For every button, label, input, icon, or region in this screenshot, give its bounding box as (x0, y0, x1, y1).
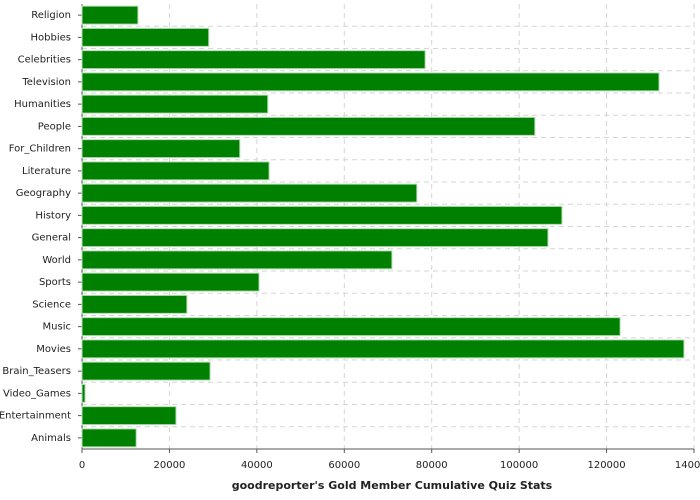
bar (81, 27, 210, 47)
bar (81, 406, 177, 426)
y-tick-label: Movies (36, 344, 71, 355)
x-tick-label: 20000 (154, 460, 186, 471)
bar (81, 272, 260, 292)
y-tick-label: For_Children (9, 144, 71, 155)
x-tick-label: 0 (79, 460, 85, 471)
bar (81, 339, 685, 359)
bar (81, 94, 269, 114)
bar (81, 383, 86, 403)
x-tick-label: 60000 (328, 460, 360, 471)
x-tick-label: 40000 (241, 460, 273, 471)
bar (81, 250, 393, 270)
y-tick-label: Sports (39, 277, 71, 288)
x-axis-title: goodreporter's Gold Member Cumulative Qu… (232, 479, 553, 492)
bar (81, 116, 536, 136)
y-tick-label: Science (32, 299, 71, 310)
y-tick-label: Celebrities (18, 55, 71, 66)
x-tick-label: 100000 (500, 460, 538, 471)
bar (81, 50, 426, 70)
bar (81, 161, 270, 181)
bar (81, 139, 241, 159)
y-tick-label: Brain_Teasers (2, 366, 71, 377)
x-tick-label: 120000 (587, 460, 625, 471)
y-tick-label: Animals (31, 433, 71, 444)
y-tick-label: People (38, 121, 71, 132)
y-tick-label: Hobbies (31, 32, 71, 43)
x-tick-label: 140000 (675, 460, 700, 471)
y-tick-label: Television (21, 77, 71, 88)
y-tick-label: Geography (16, 188, 71, 199)
y-tick-label: Literature (22, 166, 71, 177)
y-tick-label: Religion (31, 10, 71, 21)
bar (81, 361, 211, 381)
bar (81, 228, 549, 248)
bar (81, 428, 137, 448)
bar (81, 294, 188, 314)
x-tick-label: 80000 (416, 460, 448, 471)
y-tick-label: Video_Games (3, 388, 71, 399)
bar (81, 183, 418, 203)
y-tick-label: History (35, 210, 71, 221)
bar (81, 5, 139, 25)
bar (81, 317, 621, 337)
y-tick-label: Humanities (14, 99, 71, 110)
y-tick-label: World (42, 255, 71, 266)
y-tick-label: Music (43, 322, 71, 333)
bar (81, 205, 563, 225)
bar (81, 72, 660, 92)
y-tick-label: General (32, 233, 71, 244)
y-tick-label: Entertainment (0, 411, 71, 422)
